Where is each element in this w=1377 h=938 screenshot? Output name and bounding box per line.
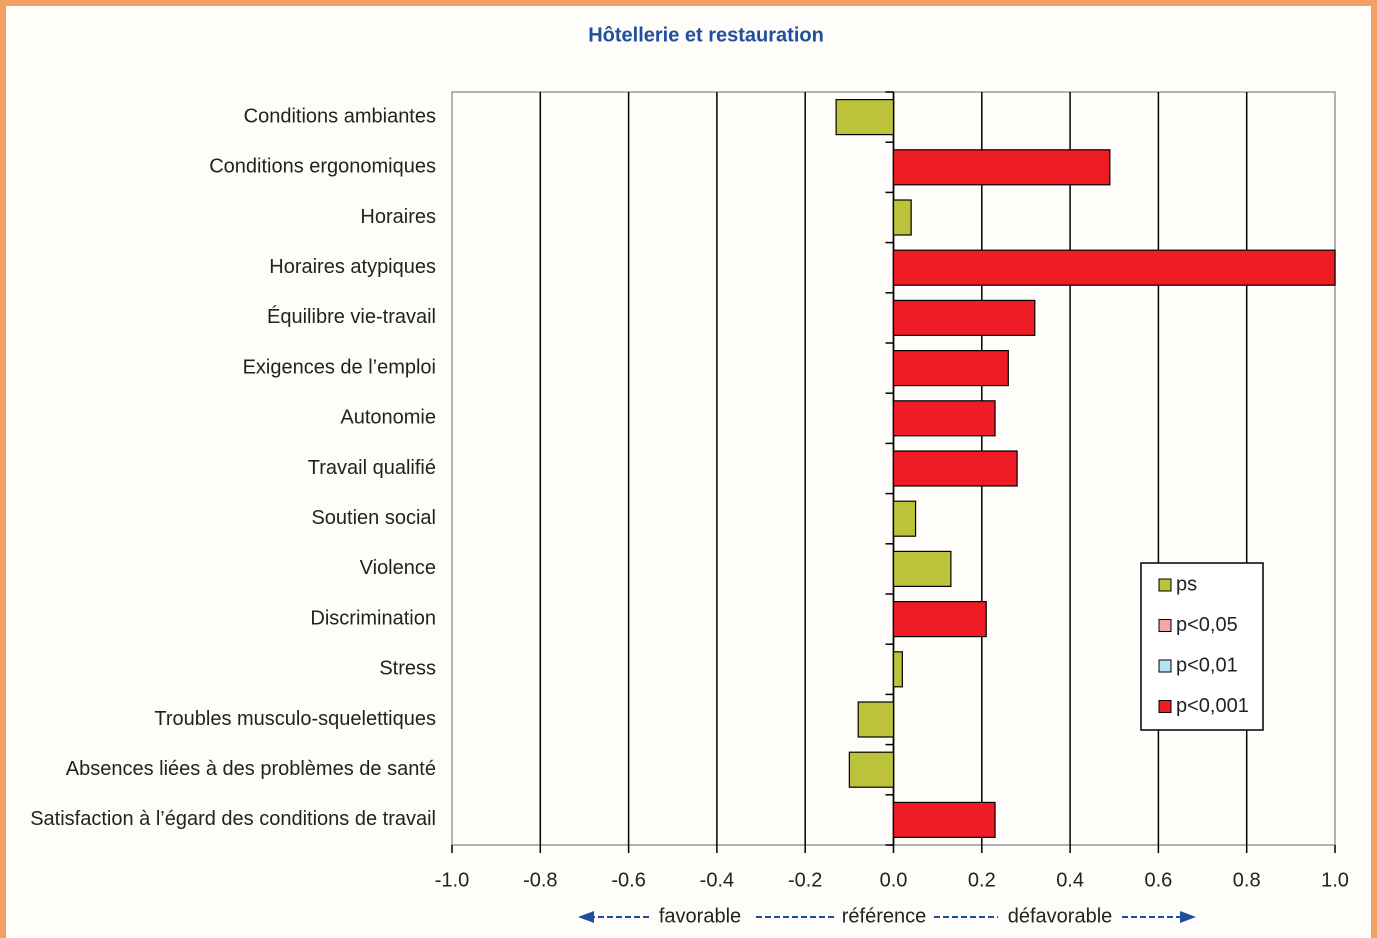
y-tick-label: Exigences de l’emploi — [243, 356, 436, 378]
annotation: référence — [842, 905, 927, 927]
y-tick-label: Troubles musculo-squelettiques — [154, 708, 436, 730]
x-tick-label: -0.8 — [523, 869, 557, 891]
y-tick-label: Stress — [379, 658, 436, 680]
y-tick-label: Absences liées à des problèmes de santé — [66, 758, 436, 780]
y-tick-label: Horaires atypiques — [269, 256, 436, 278]
y-tick-label: Horaires — [360, 206, 436, 228]
bar — [892, 199, 912, 236]
y-tick-label: Soutien social — [311, 507, 436, 529]
legend-label: p<0,001 — [1176, 695, 1249, 717]
bar — [892, 249, 1336, 286]
x-tick-label: -0.6 — [611, 869, 645, 891]
bar — [848, 751, 895, 788]
chart-title: Hôtellerie et restauration — [588, 24, 824, 46]
x-tick-label: 0.8 — [1233, 869, 1261, 891]
bar — [892, 801, 996, 839]
y-tick-label: Violence — [360, 557, 436, 579]
legend-swatch — [1158, 578, 1172, 592]
y-tick-label: Équilibre vie-travail — [267, 305, 436, 328]
x-tick-label: 1.0 — [1321, 869, 1349, 891]
legend-swatch — [1158, 659, 1172, 673]
bar — [892, 400, 996, 437]
bar — [892, 600, 987, 638]
bar — [892, 350, 1009, 387]
legend-label: p<0,05 — [1176, 614, 1238, 636]
annotation: favorable — [659, 905, 741, 927]
x-tick-label: 0.2 — [968, 869, 996, 891]
x-tick-label: 0.6 — [1144, 869, 1172, 891]
bar — [892, 651, 903, 688]
annotation: défavorable — [1008, 905, 1113, 927]
y-tick-label: Satisfaction à l’égard des conditions de… — [30, 808, 436, 830]
x-tick-label: -0.4 — [700, 869, 734, 891]
x-tick-label: -0.2 — [788, 869, 822, 891]
bar — [892, 550, 952, 588]
bar — [835, 98, 895, 136]
bar — [892, 149, 1111, 186]
legend-swatch — [1158, 700, 1172, 713]
y-tick-label: Discrimination — [310, 607, 436, 629]
legend-swatch — [1158, 619, 1172, 632]
bar — [892, 500, 917, 537]
x-tick-label: -1.0 — [435, 869, 469, 891]
arrow-head-right — [1180, 911, 1196, 923]
bar — [857, 701, 895, 738]
legend-label: ps — [1176, 573, 1197, 595]
panel — [6, 6, 1371, 938]
x-tick-label: 0.4 — [1056, 869, 1084, 891]
x-tick-label: 0.0 — [880, 869, 908, 891]
arrow-head-left — [578, 911, 594, 923]
y-tick-label: Conditions ambiantes — [244, 105, 436, 127]
y-tick-label: Conditions ergonomiques — [209, 156, 436, 178]
y-tick-label: Autonomie — [340, 407, 436, 429]
bar — [892, 450, 1018, 487]
y-tick-label: Travail qualifié — [308, 457, 436, 479]
bar — [892, 299, 1036, 336]
legend-label: p<0,01 — [1176, 654, 1238, 676]
